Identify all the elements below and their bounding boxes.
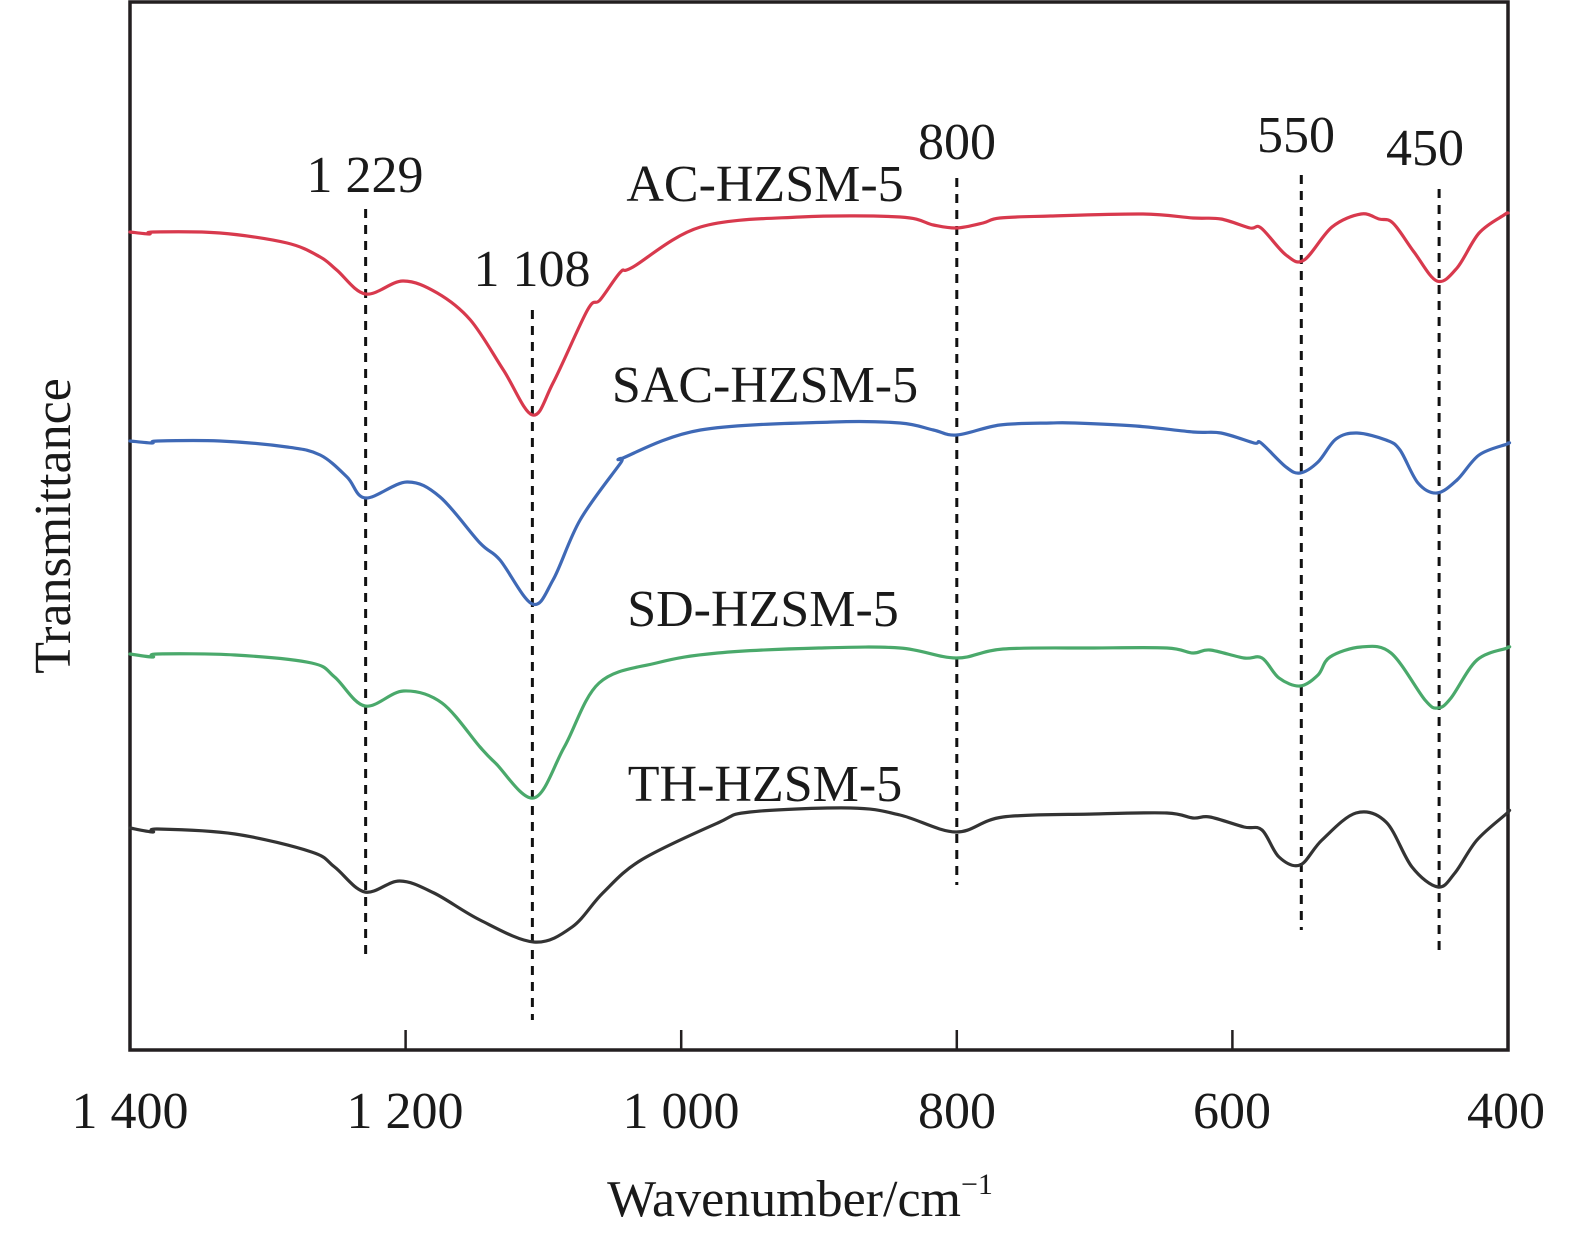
x-tick-label-1000: 1 000 [623, 1083, 740, 1140]
x-tick-label-1400: 1 400 [72, 1083, 189, 1140]
x-tick-label-1200: 1 200 [347, 1083, 464, 1140]
x-axis-title-superscript: −1 [961, 1168, 993, 1201]
series-line-th-hzsm-5 [128, 806, 1512, 944]
x-axis-title: Wavenumber/cm−1 [607, 1168, 993, 1228]
x-axis-title-text: Wavenumber/cm [607, 1171, 961, 1228]
series-label-sac-hzsm-5: SAC-HZSM-5 [612, 357, 918, 414]
plot-frame [128, 0, 1510, 1052]
series-label-sd-hzsm-5: SD-HZSM-5 [627, 581, 899, 638]
y-axis-title: Transmittance [25, 378, 82, 674]
ref-label-1229: 1 229 [307, 147, 424, 204]
x-tick-label-600: 600 [1193, 1083, 1271, 1140]
series-line-ac-hzsm-5 [128, 211, 1510, 417]
ref-label-450: 450 [1386, 120, 1464, 177]
series-line-sac-hzsm-5 [128, 419, 1512, 607]
x-tick-label-800: 800 [918, 1083, 996, 1140]
series-line-sd-hzsm-5 [128, 644, 1512, 800]
ref-label-1108: 1 108 [474, 241, 591, 298]
ref-label-550: 550 [1257, 107, 1335, 164]
ref-label-800: 800 [918, 114, 996, 171]
x-tick-label-400: 400 [1467, 1083, 1545, 1140]
series-label-ac-hzsm-5: AC-HZSM-5 [626, 156, 903, 213]
series-label-th-hzsm-5: TH-HZSM-5 [628, 756, 902, 813]
